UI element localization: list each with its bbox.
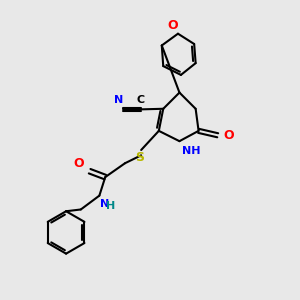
Text: N: N	[115, 95, 124, 105]
Text: O: O	[167, 19, 178, 32]
Text: S: S	[135, 152, 144, 164]
Text: O: O	[223, 129, 234, 142]
Text: NH: NH	[182, 146, 200, 157]
Text: O: O	[74, 157, 84, 170]
Text: C: C	[136, 95, 145, 105]
Text: H: H	[106, 201, 115, 211]
Text: N: N	[100, 199, 109, 208]
